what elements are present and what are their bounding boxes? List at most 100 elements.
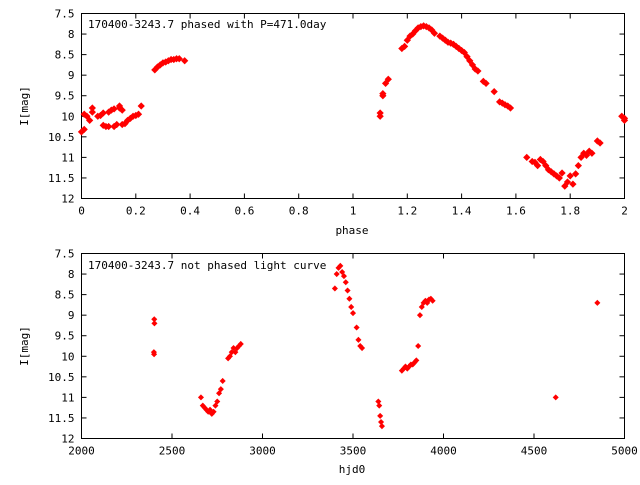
unphased-data-point [197,394,204,401]
unphased-x-tick-label: 2500 [159,445,186,458]
phased-data-point [460,48,468,57]
unphased-data-point [378,423,385,430]
unphased-data-point [331,285,338,292]
phased-data-point [80,110,88,118]
unphased-data-point [226,353,233,360]
unphased-y-tick-label: 11.5 [48,412,75,425]
unphased-data-point [418,303,425,310]
phased-data-point [577,153,585,162]
phased-data-point [539,157,547,166]
phased-data-point [86,116,94,125]
unphased-x-tick-label: 4500 [521,445,548,458]
phased-data-point [379,90,387,98]
unphased-data-point [206,406,214,413]
unphased-data-point [348,303,355,310]
unphased-data-point [340,273,347,280]
phased-data-point [482,79,490,88]
unphased-data-point [151,351,158,358]
phased-data-point [468,61,477,69]
phased-light-curve-panel: 170400-3243.7 phased with P=471.0day pha… [18,8,629,237]
unphased-data-point [552,394,559,401]
phased-data-point [593,137,601,145]
phased-data-point [555,174,563,182]
phased-data-point [384,75,392,83]
phased-data-point [474,67,482,75]
unphased-x-axis-label: hjd0 [339,463,366,476]
unphased-x-tick-label: 3000 [249,445,276,458]
phased-x-tick-label: 0.2 [126,205,146,218]
unphased-data-point [349,310,357,317]
phased-data-point [561,182,569,190]
phased-data-point [574,161,582,170]
phased-x-tick-label: 0 [78,205,85,218]
unphased-data-point [210,408,217,415]
unphased-data-point [232,349,239,356]
phased-x-tick-label: 0.6 [234,205,254,218]
phased-y-tick-label: 11 [61,151,74,164]
unphased-x-tick-label: 2000 [68,445,95,458]
phased-data-point [113,120,121,129]
unphased-data-point [375,398,382,405]
phased-x-tick-label: 1.2 [397,205,417,218]
unphased-y-tick-label: 8 [68,268,75,281]
phased-data-point [585,147,593,155]
unphased-data-point [216,390,223,397]
phased-data-point [134,110,143,118]
phased-y-tick-label: 11.5 [48,172,75,185]
phased-x-tick-label: 0.4 [180,205,200,218]
phased-data-point [588,149,596,157]
phased-data-point [490,87,498,96]
phased-y-tick-label: 9 [68,69,75,82]
phased-axis-ticks: 0 0.2 0.4 0.6 0.8 1 1.2 1.4 1.6 1.8 2 7.5 8 8.5 9 9.5 10… [48,8,628,218]
unphased-data-point [377,412,384,419]
unphased-data-point [376,402,383,409]
phased-data-point [506,104,515,112]
unphased-data-point [217,386,224,393]
unphased-data-point [355,336,362,343]
unphased-y-tick-label: 8.5 [55,289,75,302]
phased-data-point [569,180,577,188]
phased-data-point [620,116,629,125]
phased-y-tick-label: 10 [61,110,74,123]
phased-y-tick-label: 12 [61,193,74,206]
phased-x-tick-label: 1.8 [560,205,580,218]
phased-plot-title: 170400-3243.7 phased with P=471.0day [88,18,327,31]
unphased-data-point [415,342,422,350]
unphased-y-tick-label: 9.5 [55,330,75,343]
unphased-data-point [219,377,226,384]
phased-data-point [566,172,574,180]
unphased-y-axis-label: I[mag] [18,326,31,366]
phased-data-point [523,153,531,162]
phased-y-tick-label: 8 [68,28,75,41]
unphased-y-tick-label: 11 [61,391,74,404]
phased-data-point [618,112,626,120]
unphased-axis-ticks: 2000 2500 3000 3500 4000 4500 5000 7.5 8 8.5 9 9.5 1… [48,248,638,458]
phased-data-point [83,112,91,120]
phased-data-point [118,106,126,114]
phased-data-point [463,53,471,61]
unphased-x-tick-label: 3500 [340,445,367,458]
phased-data-point [181,57,189,65]
unphased-data-points [150,262,601,430]
unphased-x-tick-label: 5000 [611,445,638,458]
phased-data-point [430,29,439,37]
phased-data-point [88,108,96,116]
phased-y-tick-label: 7.5 [55,8,75,21]
unphased-y-tick-label: 10.5 [48,371,75,384]
phased-data-point [544,166,553,174]
phased-data-point [449,40,458,48]
phased-x-tick-label: 1.4 [452,205,472,218]
phased-plot-frame [81,13,625,199]
phased-data-point [547,168,555,176]
unphased-data-point [214,398,221,405]
phased-data-point [466,57,474,65]
phased-data-point [582,151,591,159]
phased-y-tick-label: 8.5 [55,49,75,62]
phased-data-point [376,109,384,117]
unphased-data-point [337,262,344,269]
unphased-data-point [344,287,351,294]
phased-data-point [558,169,566,177]
unphased-data-point [342,279,349,286]
